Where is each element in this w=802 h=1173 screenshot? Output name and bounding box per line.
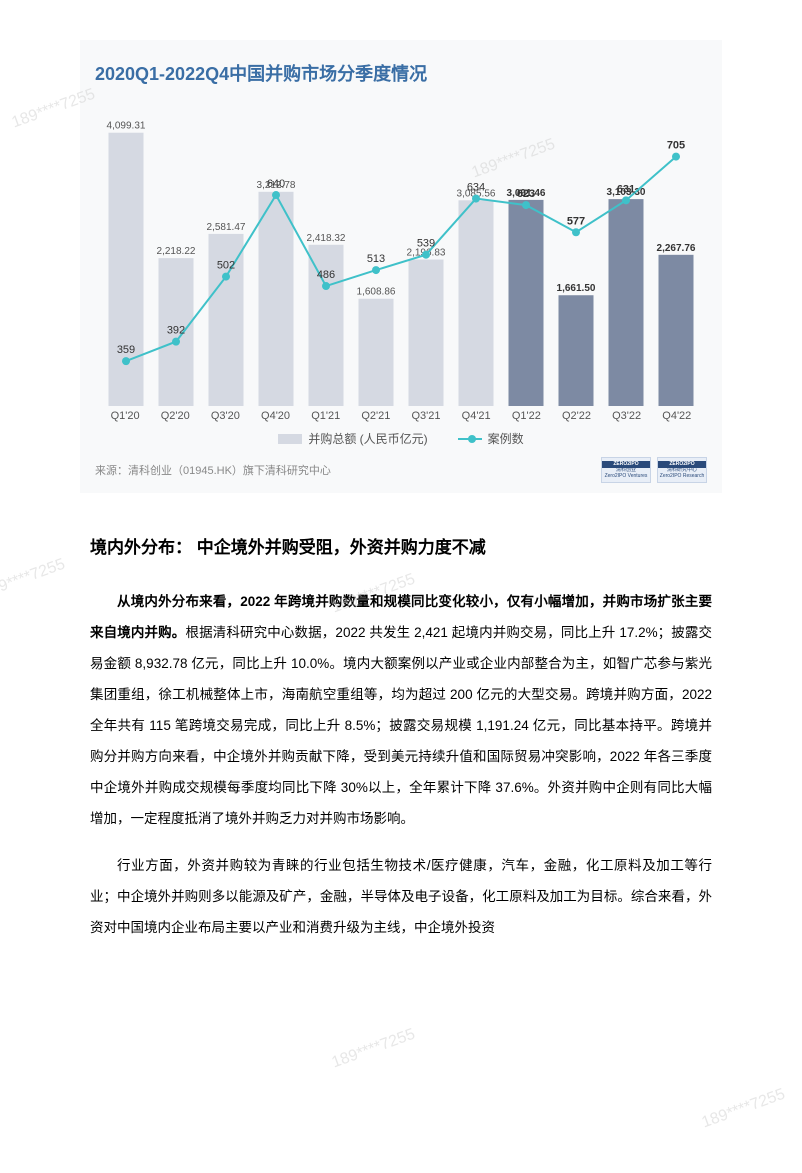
- para1-rest: 根据清科研究中心数据，2022 共发生 2,421 起境内并购交易，同比上升 1…: [90, 625, 712, 826]
- svg-text:631: 631: [617, 183, 635, 195]
- chart-title: 2020Q1-2022Q4中国并购市场分季度情况: [95, 60, 707, 86]
- x-tick: Q4'20: [261, 410, 290, 422]
- logo-line2: Zero2IPO Research: [660, 474, 704, 480]
- watermark: 189****7255: [700, 1086, 788, 1133]
- svg-text:513: 513: [367, 253, 385, 265]
- chart-plot-area: 4,099.312,218.222,581.473,212.782,418.32…: [95, 106, 707, 406]
- legend-line-label: 案例数: [488, 430, 524, 447]
- legend-line: 案例数: [458, 430, 524, 447]
- paragraph-1: 从境内外分布来看，2022 年跨境并购数量和规模同比变化较小，仅有小幅增加，并购…: [90, 586, 712, 834]
- paragraph-2: 行业方面，外资并购较为青睐的行业包括生物技术/医疗健康，汽车，金融，化工原料及加…: [90, 850, 712, 943]
- logo-line2: Zero2IPO Ventures: [605, 474, 648, 480]
- svg-text:4,099.31: 4,099.31: [107, 121, 146, 132]
- svg-text:502: 502: [217, 260, 235, 272]
- x-tick: Q1'21: [311, 410, 340, 422]
- watermark: 189****7255: [330, 1026, 418, 1073]
- x-tick: Q2'21: [361, 410, 390, 422]
- svg-text:2,218.22: 2,218.22: [157, 246, 196, 257]
- x-tick: Q3'21: [412, 410, 441, 422]
- svg-text:705: 705: [667, 140, 685, 152]
- x-tick: Q3'20: [211, 410, 240, 422]
- chart-legend: 并购总额 (人民币亿元) 案例数: [95, 430, 707, 447]
- svg-text:634: 634: [467, 182, 485, 194]
- svg-text:640: 640: [267, 178, 285, 190]
- x-tick: Q2'20: [161, 410, 190, 422]
- legend-bar: 并购总额 (人民币亿元): [278, 430, 427, 447]
- x-tick: Q1'20: [111, 410, 140, 422]
- body-content: 境内外分布： 中企境外并购受阻，外资并购力度不减 从境内外分布来看，2022 年…: [90, 533, 712, 944]
- legend-line-swatch: [458, 438, 482, 440]
- chart-logos: ZERO2IPO 清科创业 Zero2IPO Ventures ZERO2IPO…: [601, 457, 707, 483]
- zero2ipo-ventures-logo: ZERO2IPO 清科创业 Zero2IPO Ventures: [601, 457, 651, 483]
- svg-text:486: 486: [317, 269, 335, 281]
- svg-text:539: 539: [417, 238, 435, 250]
- x-tick: Q4'22: [662, 410, 691, 422]
- svg-text:2,418.32: 2,418.32: [307, 233, 346, 244]
- x-tick: Q1'22: [512, 410, 541, 422]
- legend-bar-swatch: [278, 434, 302, 444]
- zero2ipo-research-logo: ZERO2IPO 清科研究中心 Zero2IPO Research: [657, 457, 707, 483]
- svg-text:2,581.47: 2,581.47: [207, 222, 246, 233]
- svg-text:392: 392: [167, 325, 185, 337]
- chart-svg: 4,099.312,218.222,581.473,212.782,418.32…: [95, 106, 707, 406]
- section-heading: 境内外分布： 中企境外并购受阻，外资并购力度不减: [90, 533, 712, 558]
- x-tick: Q3'22: [612, 410, 641, 422]
- svg-text:623: 623: [517, 188, 535, 200]
- watermark: 189****7255: [0, 556, 68, 603]
- chart-container: 2020Q1-2022Q4中国并购市场分季度情况 4,099.31 2,218.2…: [80, 40, 722, 493]
- svg-text:2,267.76: 2,267.76: [657, 243, 696, 254]
- chart-source-text: 来源：清科创业（01945.HK）旗下清科研究中心: [95, 462, 331, 478]
- svg-text:577: 577: [567, 215, 585, 227]
- x-tick: Q4'21: [462, 410, 491, 422]
- x-tick: Q2'22: [562, 410, 591, 422]
- legend-bar-label: 并购总额 (人民币亿元): [308, 430, 427, 447]
- svg-text:1,608.86: 1,608.86: [357, 287, 396, 298]
- chart-x-axis: Q1'20 Q2'20 Q3'20 Q4'20 Q1'21 Q2'21 Q3'21 Q4'21…: [95, 410, 707, 422]
- chart-source-row: 来源：清科创业（01945.HK）旗下清科研究中心 ZERO2IPO 清科创业 …: [95, 457, 707, 483]
- svg-text:359: 359: [117, 344, 135, 356]
- svg-text:1,661.50: 1,661.50: [557, 283, 596, 294]
